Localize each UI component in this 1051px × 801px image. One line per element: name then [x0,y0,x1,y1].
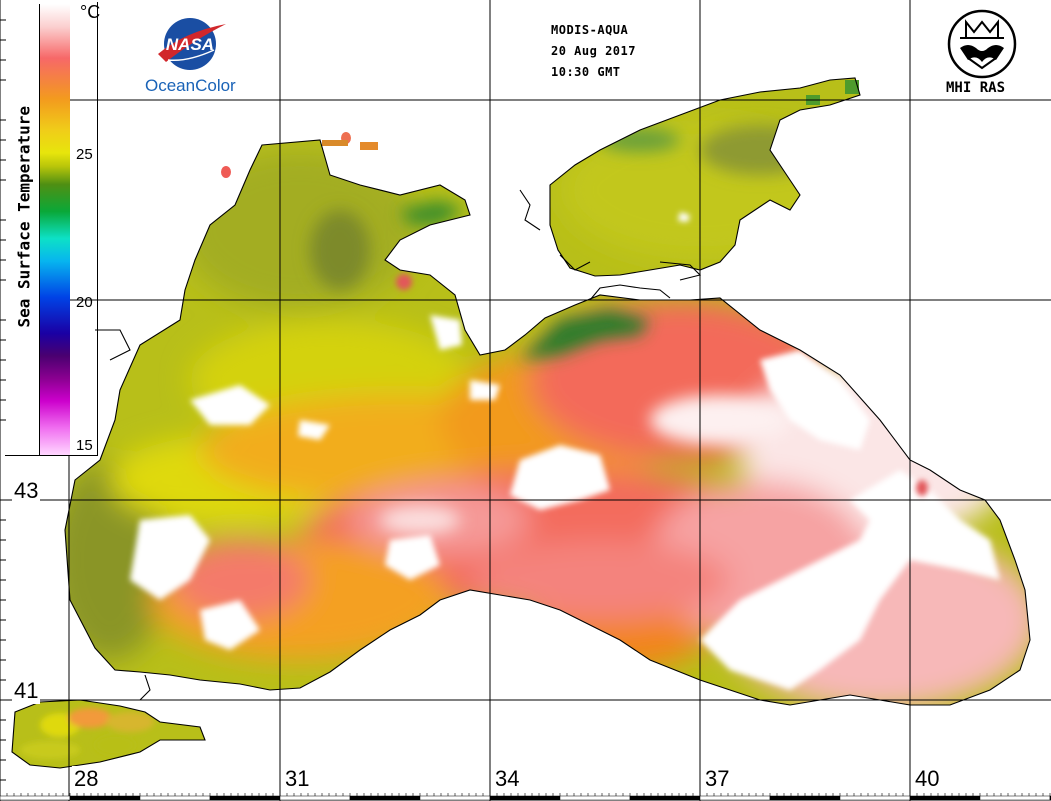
lon-label-40: 40 [913,766,942,792]
colorbar-frame [5,2,98,456]
colorbar-unit: °C [80,2,101,22]
lon-label-37: 37 [703,766,732,792]
lat-label-43: 43 [12,478,41,504]
date-label: 20 Aug 2017 [551,44,636,58]
time-label: 10:30 GMT [551,65,621,79]
lat-label-41: 41 [12,678,41,704]
lon-label-31: 31 [283,766,312,792]
colorbar [39,4,70,455]
colorbar-tick-15: 15 [76,437,93,454]
nasa-logo-text: NASA [166,35,214,54]
mhi-ras-logo [947,9,1017,79]
colorbar-title: Sea Surface Temperature [14,105,34,328]
lon-label-34: 34 [493,766,522,792]
oceancolor-label: OceanColor [145,76,236,95]
nasa-logo: NASA [158,18,226,70]
colorbar-tick-20: 20 [76,294,93,311]
scale-bar [0,793,1051,801]
mhi-ras-label: MHI RAS [946,80,1006,96]
satellite-label: MODIS-AQUA [551,23,629,37]
colorbar-tick-25: 25 [76,146,93,163]
lon-label-28: 28 [72,766,101,792]
